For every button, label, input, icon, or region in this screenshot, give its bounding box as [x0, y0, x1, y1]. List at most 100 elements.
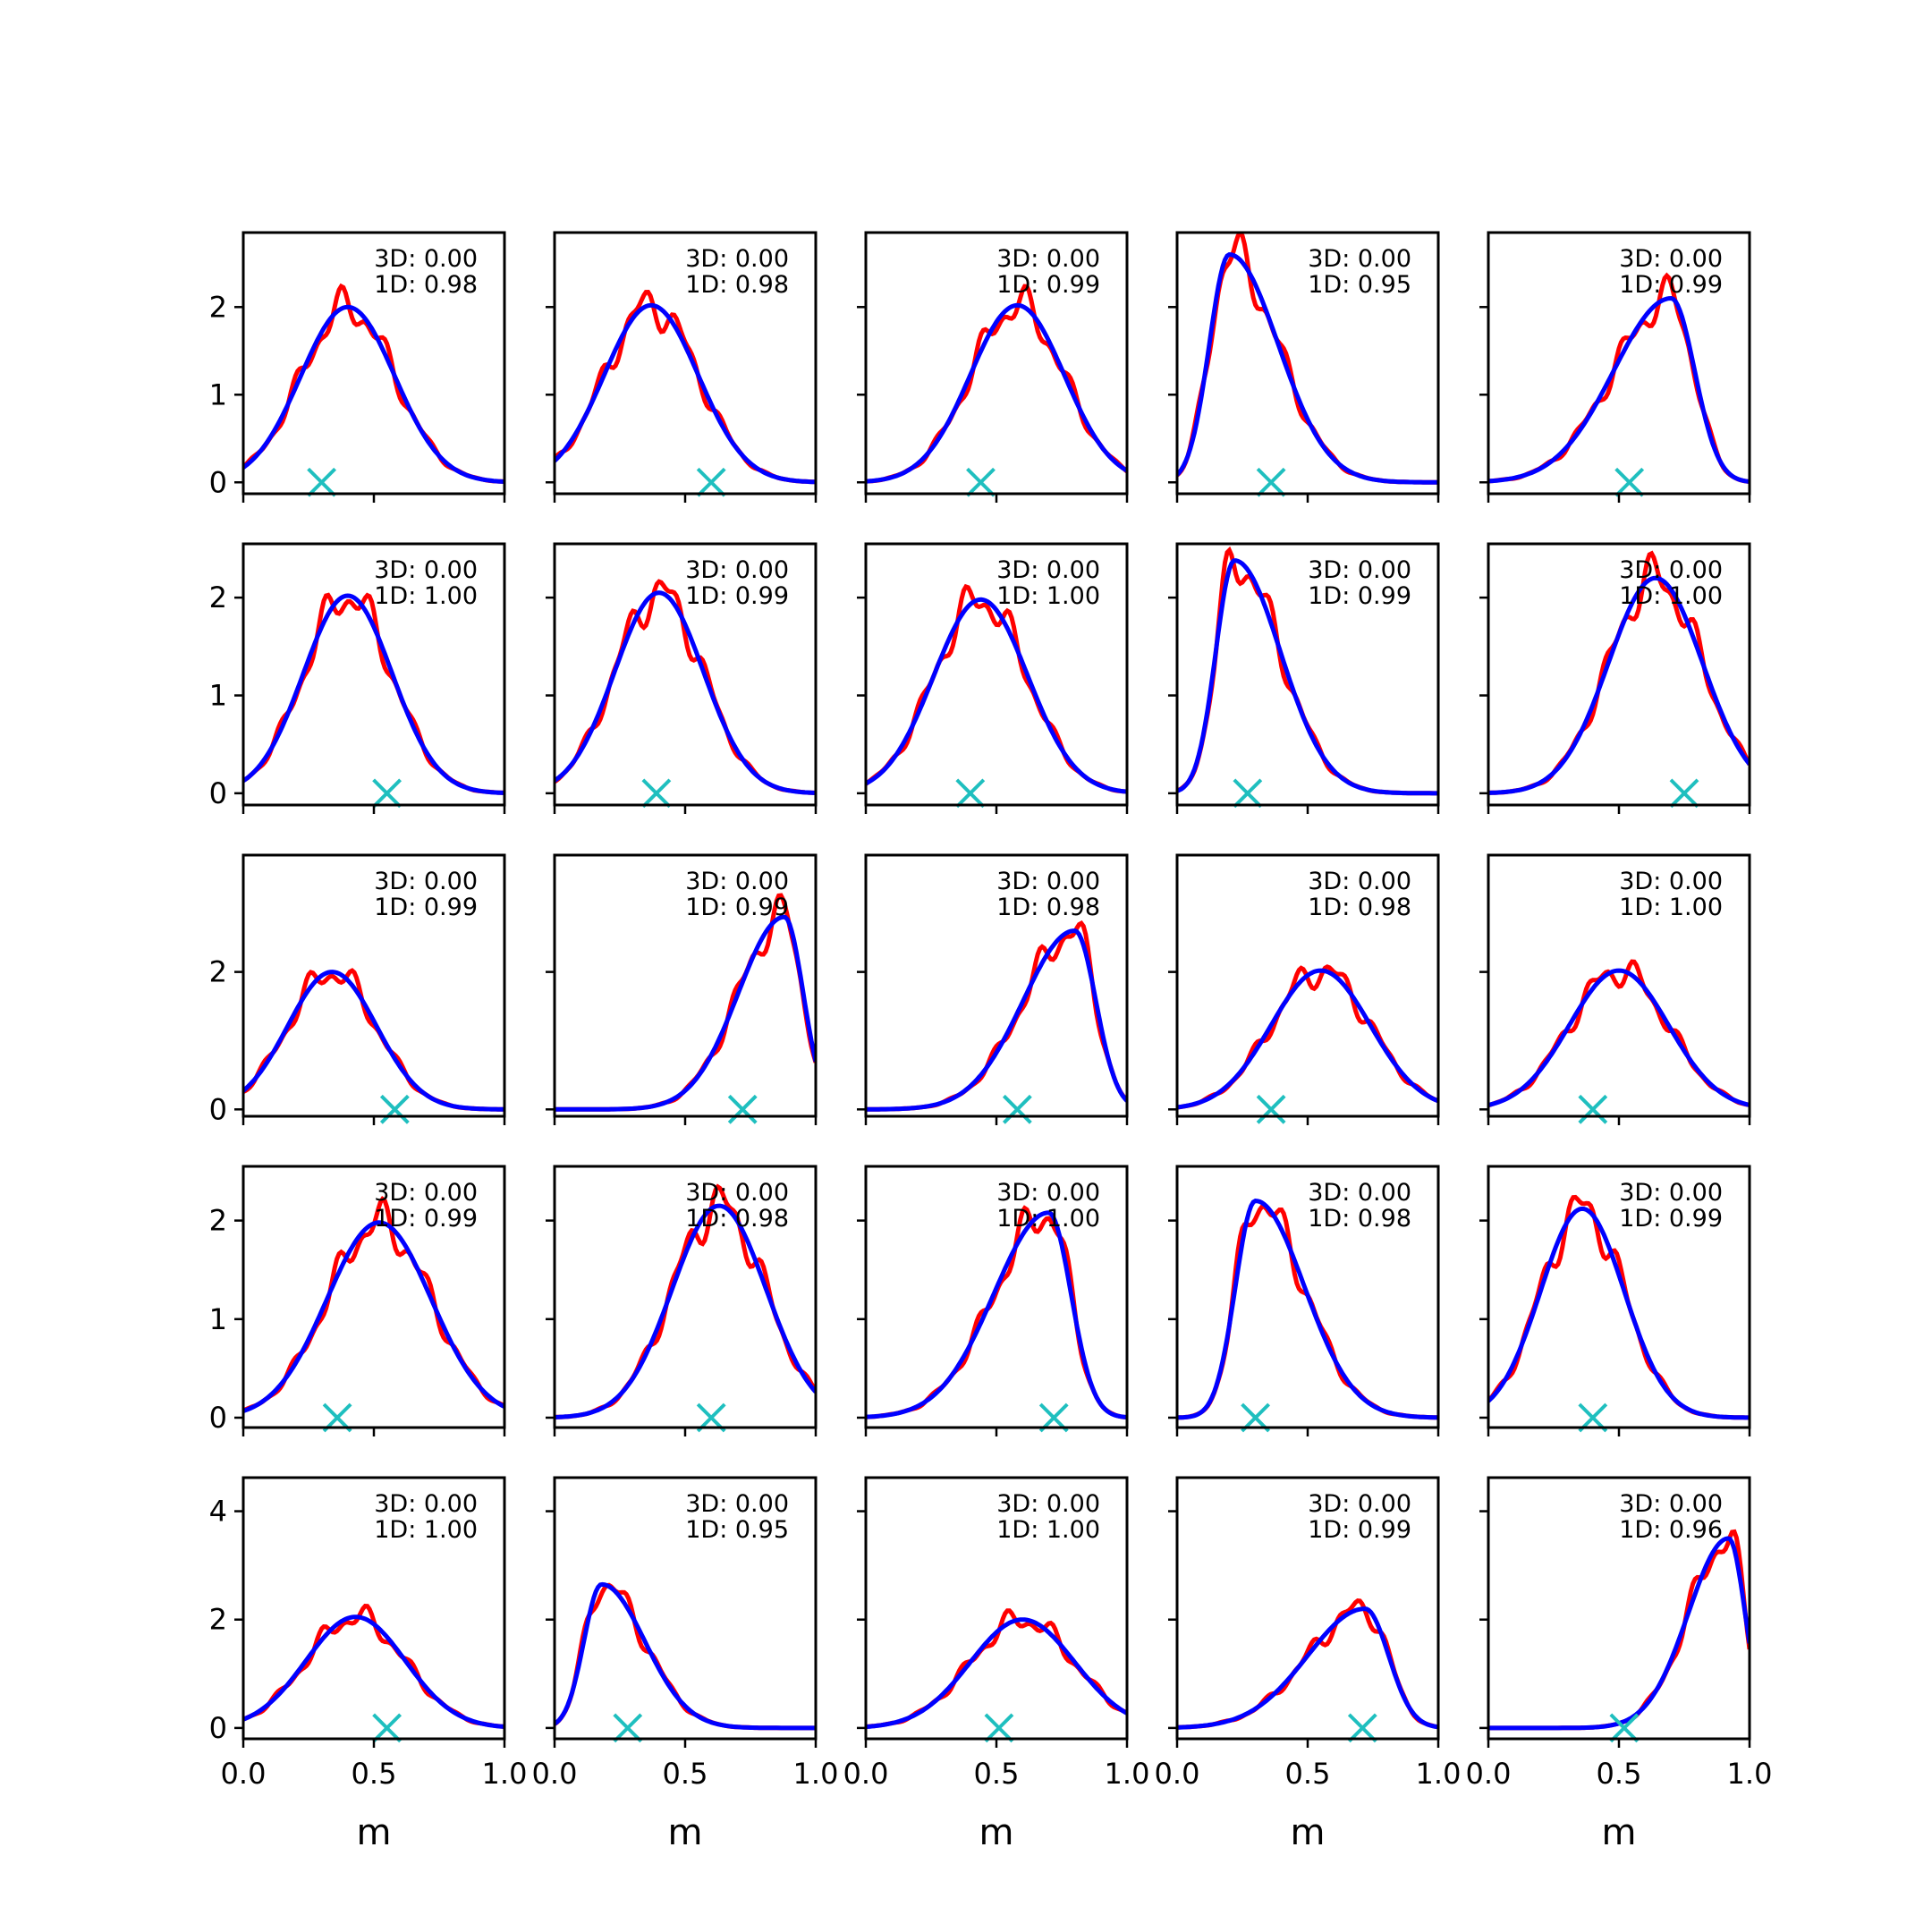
y-tick-label: 0: [209, 776, 227, 810]
x-tick-label: 1.0: [793, 1757, 839, 1791]
metric-1d-label: 1D: 0.99: [685, 582, 789, 610]
metric-3d-label: 3D: 0.00: [1619, 868, 1723, 895]
metric-3d-label: 3D: 0.00: [685, 1490, 789, 1518]
x-marker: [641, 778, 672, 809]
metric-3d-label: 3D: 0.00: [1308, 1179, 1411, 1207]
metric-1d-label: 1D: 0.95: [685, 1516, 789, 1544]
x-marker: [1256, 1094, 1286, 1124]
x-tick-label: 0.0: [532, 1757, 578, 1791]
x-tick-label: 1.0: [482, 1757, 528, 1791]
x-marker: [984, 1713, 1014, 1743]
blue-series-line: [1488, 1206, 1750, 1420]
x-tick-label: 1.0: [1416, 1757, 1462, 1791]
x-tick-label: 0.5: [352, 1757, 397, 1791]
x-marker: [955, 778, 986, 809]
x-marker: [1669, 778, 1699, 809]
x-marker: [1578, 1094, 1608, 1124]
x-marker: [1347, 1713, 1377, 1743]
blue-series-line: [866, 928, 1127, 1112]
x-tick-label: 0.5: [663, 1757, 708, 1791]
x-marker: [966, 467, 996, 497]
metric-1d-label: 1D: 0.99: [996, 271, 1100, 299]
x-marker: [1614, 467, 1645, 497]
metric-1d-label: 1D: 0.99: [1619, 271, 1723, 299]
metric-1d-label: 1D: 0.99: [374, 894, 478, 921]
blue-series-line: [555, 914, 816, 1112]
metric-3d-label: 3D: 0.00: [1619, 556, 1723, 584]
metric-1d-label: 1D: 0.99: [374, 1205, 478, 1233]
blue-series-line: [1488, 295, 1750, 484]
metric-3d-label: 3D: 0.00: [685, 868, 789, 895]
blue-series-line: [1488, 968, 1750, 1107]
metric-3d-label: 3D: 0.00: [1308, 556, 1411, 584]
metric-1d-label: 1D: 0.99: [685, 894, 789, 921]
metric-3d-label: 3D: 0.00: [374, 245, 478, 273]
x-axis-label: m: [357, 1812, 392, 1853]
blue-series-line: [243, 304, 504, 484]
metric-3d-label: 3D: 0.00: [374, 868, 478, 895]
metric-3d-label: 3D: 0.00: [1619, 1490, 1723, 1518]
x-marker: [727, 1094, 758, 1124]
metric-1d-label: 1D: 0.95: [1308, 271, 1411, 299]
x-marker: [696, 467, 726, 497]
metric-1d-label: 1D: 1.00: [1619, 894, 1723, 921]
metric-3d-label: 3D: 0.00: [685, 1179, 789, 1207]
blue-series-line: [1177, 1606, 1438, 1730]
metric-3d-label: 3D: 0.00: [1308, 245, 1411, 273]
blue-series-line: [1177, 968, 1438, 1110]
metric-3d-label: 3D: 0.00: [1308, 868, 1411, 895]
metric-3d-label: 3D: 0.00: [996, 1179, 1100, 1207]
metric-1d-label: 1D: 1.00: [374, 582, 478, 610]
y-tick-label: 4: [209, 1495, 227, 1529]
metric-1d-label: 1D: 0.99: [1619, 1205, 1723, 1233]
metric-3d-label: 3D: 0.00: [374, 556, 478, 584]
x-tick-label: 0.0: [843, 1757, 889, 1791]
x-marker: [372, 1713, 402, 1743]
metric-1d-label: 1D: 0.98: [374, 271, 478, 299]
blue-series-line: [866, 1617, 1127, 1729]
blue-series-line: [1177, 1199, 1438, 1420]
blue-series-line: [243, 1220, 504, 1413]
metric-1d-label: 1D: 1.00: [996, 1516, 1100, 1544]
y-tick-label: 2: [209, 1603, 227, 1637]
metric-1d-label: 1D: 0.98: [1308, 894, 1411, 921]
metric-3d-label: 3D: 0.00: [996, 868, 1100, 895]
metric-1d-label: 1D: 0.98: [1308, 1205, 1411, 1233]
y-tick-label: 0: [209, 1401, 227, 1435]
y-tick-label: 2: [209, 290, 227, 324]
metric-3d-label: 3D: 0.00: [374, 1490, 478, 1518]
metric-1d-label: 1D: 1.00: [996, 1205, 1100, 1233]
blue-series-line: [1177, 558, 1438, 796]
metric-3d-label: 3D: 0.00: [685, 556, 789, 584]
x-marker: [379, 1094, 410, 1124]
blue-series-line: [555, 1581, 816, 1731]
x-marker: [1233, 778, 1263, 809]
y-tick-label: 1: [209, 679, 227, 713]
blue-series-line: [555, 590, 816, 795]
x-axis-label: m: [979, 1812, 1014, 1853]
metric-3d-label: 3D: 0.00: [685, 245, 789, 273]
x-marker: [1256, 467, 1286, 497]
y-tick-label: 0: [209, 465, 227, 499]
metric-1d-label: 1D: 0.98: [685, 271, 789, 299]
blue-series-line: [243, 970, 504, 1112]
metric-1d-label: 1D: 1.00: [374, 1516, 478, 1544]
